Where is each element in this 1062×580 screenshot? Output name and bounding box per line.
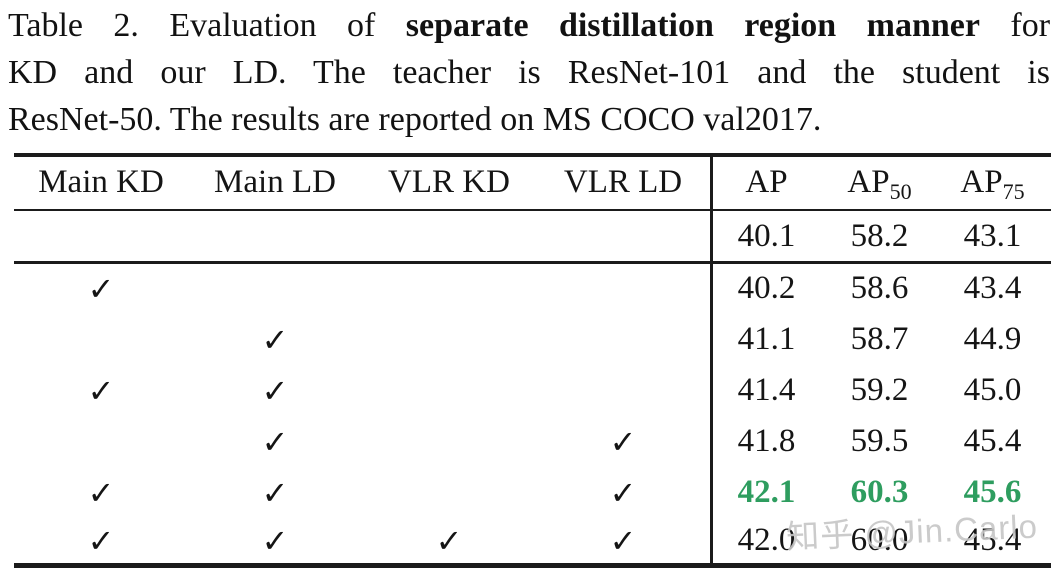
table-row-best: ✓ ✓ ✓ 42.1 60.3 45.6 <box>14 467 1051 518</box>
ap75-base: AP <box>960 164 1003 200</box>
caption-text-bold: separate distillation region manner <box>405 7 980 44</box>
check-cell: ✓ <box>261 371 289 410</box>
ap-value: 40.1 <box>737 217 796 254</box>
table-row: ✓ ✓ 41.8 59.5 45.4 <box>14 416 1051 467</box>
table-header-row: Main KD Main LD VLR KD VLR LD AP AP50 AP… <box>14 156 1051 209</box>
ap75-value: 45.4 <box>963 522 1022 558</box>
caption-line-2: KD and our LD. The teacher is ResNet-101… <box>8 54 1050 91</box>
check-cell: ✓ <box>435 521 463 560</box>
table-row: ✓ 41.1 58.7 44.9 <box>14 314 1051 365</box>
table-row: ✓ ✓ 41.4 59.2 45.0 <box>14 365 1051 416</box>
check-cell: ✓ <box>261 422 289 461</box>
ap75-value: 45.4 <box>963 423 1022 459</box>
col-header-ap75: AP75 <box>936 164 1049 204</box>
col-header-main-ld: Main LD <box>214 164 336 200</box>
check-cell: ✓ <box>87 473 115 512</box>
ap50-subscript: 50 <box>889 179 912 204</box>
check-cell: ✓ <box>261 320 289 359</box>
ap-value: 41.4 <box>737 372 796 408</box>
check-cell: ✓ <box>261 473 289 512</box>
table-row: 40.1 58.2 43.1 <box>14 211 1051 261</box>
table-row: ✓ 40.2 58.6 43.4 <box>14 263 1051 314</box>
check-cell: ✓ <box>609 521 637 560</box>
check-cell: ✓ <box>87 521 115 560</box>
ap75-value: 44.9 <box>963 321 1022 357</box>
caption-text-pre: Table 2. Evaluation of <box>8 7 406 44</box>
check-cell: ✓ <box>261 521 289 560</box>
table-row: ✓ ✓ ✓ ✓ 42.0 60.0 45.4 <box>14 518 1051 563</box>
col-header-main-kd: Main KD <box>38 164 164 200</box>
caption-text-post: for <box>979 7 1051 44</box>
ap50-base: AP <box>847 164 890 200</box>
ap-value: 41.8 <box>737 423 796 459</box>
table-baseline-rule <box>14 261 1051 264</box>
check-cell: ✓ <box>609 422 637 461</box>
ap50-value: 59.2 <box>850 372 909 408</box>
ap75-value: 43.4 <box>963 270 1022 306</box>
check-cell: ✓ <box>87 269 115 308</box>
ap50-value: 60.3 <box>850 474 909 510</box>
table-bottom-rule <box>14 563 1051 568</box>
ap-value: 42.0 <box>737 522 796 558</box>
caption-line-3: ResNet-50. The results are reported on M… <box>8 101 822 138</box>
check-cell: ✓ <box>609 473 637 512</box>
table-header-rule <box>14 209 1051 211</box>
table-caption: Table 2. Evaluation of separate distilla… <box>8 2 1050 143</box>
col-header-ap50: AP50 <box>823 164 936 204</box>
caption-line-1: Table 2. Evaluation of separate distilla… <box>8 2 1050 49</box>
col-header-vlr-ld: VLR LD <box>563 164 683 200</box>
ap75-value: 43.1 <box>963 217 1022 254</box>
ap50-value: 58.2 <box>850 217 909 254</box>
ap-value: 42.1 <box>737 474 796 510</box>
ap50-value: 60.0 <box>850 522 909 558</box>
ap75-value: 45.0 <box>963 372 1022 408</box>
col-header-ap: AP <box>745 164 788 200</box>
col-header-vlr-kd: VLR KD <box>388 164 510 200</box>
ap75-value: 45.6 <box>963 474 1022 510</box>
ap75-subscript: 75 <box>1002 179 1025 204</box>
check-cell: ✓ <box>87 371 115 410</box>
table-vertical-rule <box>710 153 713 568</box>
ap50-value: 58.6 <box>850 270 909 306</box>
ap-value: 41.1 <box>737 321 796 357</box>
table-top-rule <box>14 153 1051 157</box>
ap50-value: 59.5 <box>850 423 909 459</box>
ap-value: 40.2 <box>737 270 796 306</box>
ap50-value: 58.7 <box>850 321 909 357</box>
